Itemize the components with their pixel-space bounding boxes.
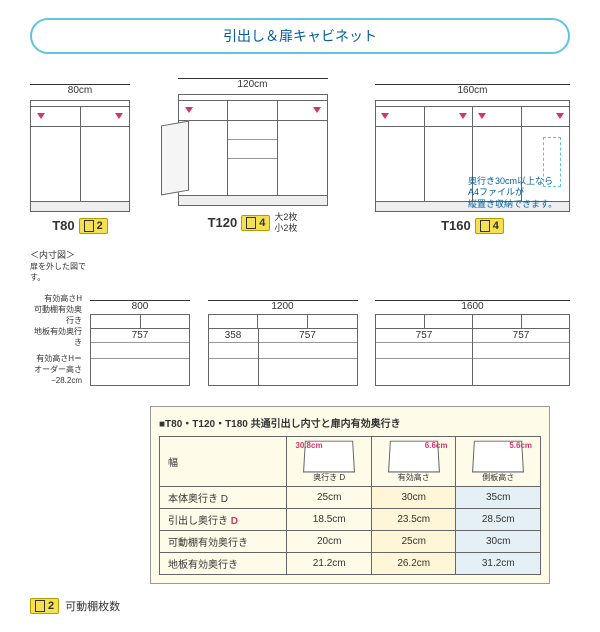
model-name: T160 bbox=[441, 218, 471, 233]
cell: 31.2cm bbox=[456, 553, 541, 575]
illus-dim: 5.6cm bbox=[509, 441, 532, 450]
cabinet-t120: 120cm bbox=[178, 78, 328, 234]
model-name: T80 bbox=[52, 218, 74, 233]
diag-value: 757 bbox=[473, 329, 569, 343]
shelf-badge: 4 bbox=[241, 215, 270, 231]
diagrams-row: ＜内寸図＞ 扉を外した図です。 有効高さH 可動棚有効奥行き 地板有効奥行き 有… bbox=[30, 248, 570, 387]
cell: 23.5cm bbox=[371, 509, 456, 531]
inner-dim-label: ＜内寸図＞ bbox=[30, 248, 86, 261]
cell: 30cm bbox=[371, 487, 456, 509]
shelf-badge: 2 bbox=[79, 218, 108, 234]
a4-annotation: 奥行き30cm以上なら A4ファイルが 縦置き収納できます。 bbox=[468, 176, 578, 211]
cell: 18.5cm bbox=[287, 509, 372, 531]
row-label: 地板有効奥行き bbox=[160, 553, 287, 575]
table-title: ■T80・T120・T180 共通引出し内寸と扉内有効奥行き bbox=[159, 415, 541, 430]
side-label: 有効高さH＝ オーダー高さ −28.2cm bbox=[30, 353, 86, 387]
illus-dim: 6.6cm bbox=[425, 441, 448, 450]
inner-dim-sublabel: 扉を外した図です。 bbox=[30, 261, 86, 283]
spec-table: 幅 奥行き D 30.8cm 有効高さ 6.6cm 側板高さ 5.6cm bbox=[159, 436, 541, 575]
diag-width: 800 bbox=[90, 300, 190, 312]
width-label: 120cm bbox=[178, 78, 328, 90]
illus-dim: 30.8cm bbox=[295, 441, 322, 450]
diag-value: 757 bbox=[376, 329, 472, 343]
cabinets-row: 80cm T80 2 120cm bbox=[30, 78, 570, 234]
shelf-badge: 2 bbox=[30, 598, 59, 614]
cell: 28.5cm bbox=[456, 509, 541, 531]
width-label: 80cm bbox=[30, 84, 130, 96]
cell: 35cm bbox=[456, 487, 541, 509]
col-header: 幅 bbox=[160, 437, 287, 487]
col-header: 側板高さ bbox=[462, 472, 534, 483]
cell: 25cm bbox=[287, 487, 372, 509]
cell: 30cm bbox=[456, 531, 541, 553]
cell: 25cm bbox=[371, 531, 456, 553]
side-label: 有効高さH bbox=[30, 293, 82, 304]
diag-width: 1200 bbox=[208, 300, 358, 312]
footer-legend: 2 可動棚枚数 bbox=[30, 598, 570, 614]
sheet-note: 大2枚 小2枚 bbox=[274, 212, 297, 234]
cell: 26.2cm bbox=[371, 553, 456, 575]
cabinet-t160: 160cm T160 4 bbox=[375, 84, 570, 234]
diag-width: 1600 bbox=[375, 300, 570, 312]
row-label: 可動棚有効奥行き bbox=[160, 531, 287, 553]
width-label: 160cm bbox=[375, 84, 570, 96]
cell: 21.2cm bbox=[287, 553, 372, 575]
side-label: 可動棚有効奥行き bbox=[30, 304, 82, 326]
col-header: 奥行き D bbox=[293, 472, 365, 483]
row-label: 本体奥行き D bbox=[160, 487, 287, 509]
diag-value: 358 bbox=[209, 329, 258, 343]
col-header: 有効高さ bbox=[378, 472, 450, 483]
footer-label: 可動棚枚数 bbox=[65, 598, 120, 614]
model-name: T120 bbox=[208, 215, 238, 230]
section-title: 引出し＆扉キャビネット bbox=[30, 18, 570, 54]
shelf-badge: 4 bbox=[475, 218, 504, 234]
cell: 20cm bbox=[287, 531, 372, 553]
spec-table-section: ■T80・T120・T180 共通引出し内寸と扉内有効奥行き 幅 奥行き D 3… bbox=[150, 406, 550, 584]
side-label: 地板有効奥行き bbox=[30, 326, 82, 348]
diag-value: 757 bbox=[259, 329, 357, 343]
diag-value: 757 bbox=[91, 329, 189, 343]
row-label: 引出し奥行き D bbox=[160, 509, 287, 531]
cabinet-t80: 80cm T80 2 bbox=[30, 84, 130, 234]
